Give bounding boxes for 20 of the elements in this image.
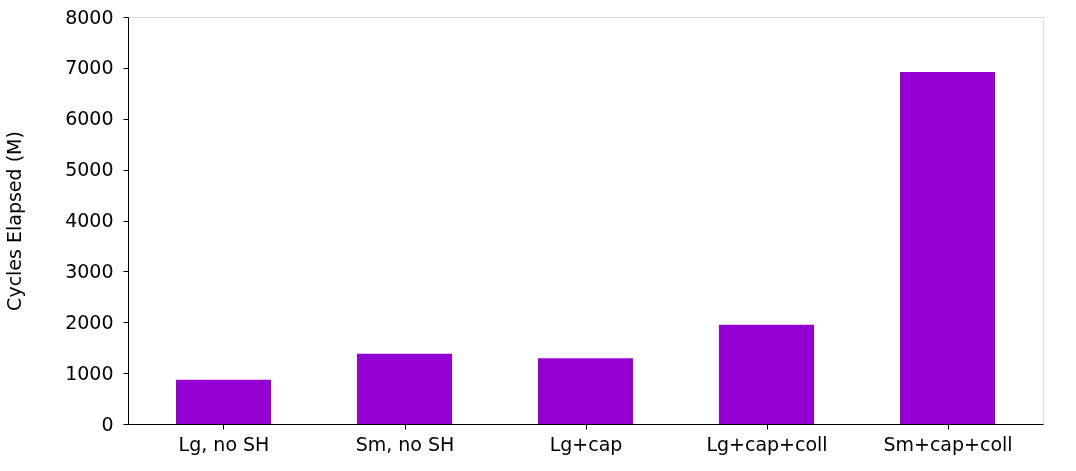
bar	[900, 71, 995, 424]
y-tick-label: 3000	[65, 259, 114, 282]
y-tick-label: 6000	[65, 107, 114, 130]
y-tick-label: 7000	[65, 56, 114, 79]
y-tick-label: 1000	[65, 361, 114, 384]
y-tick-label: 8000	[65, 5, 114, 28]
bar	[719, 324, 814, 424]
y-tick-label: 2000	[65, 310, 114, 333]
x-tick-label: Sm+cap+coll	[883, 432, 1013, 455]
bar	[357, 353, 452, 424]
y-tick-label: 0	[101, 412, 114, 435]
x-tick-label: Lg+cap+coll	[706, 432, 828, 455]
y-tick-label: 5000	[65, 158, 114, 181]
y-tick-label: 4000	[65, 209, 114, 231]
bar	[176, 379, 271, 424]
y-axis-title: Cycles Elapsed (M)	[3, 131, 26, 311]
x-tick-label: Sm, no SH	[355, 432, 455, 455]
x-tick-label: Lg+cap	[549, 432, 623, 455]
x-tick-label: Lg, no SH	[178, 432, 270, 455]
bar	[538, 358, 633, 424]
